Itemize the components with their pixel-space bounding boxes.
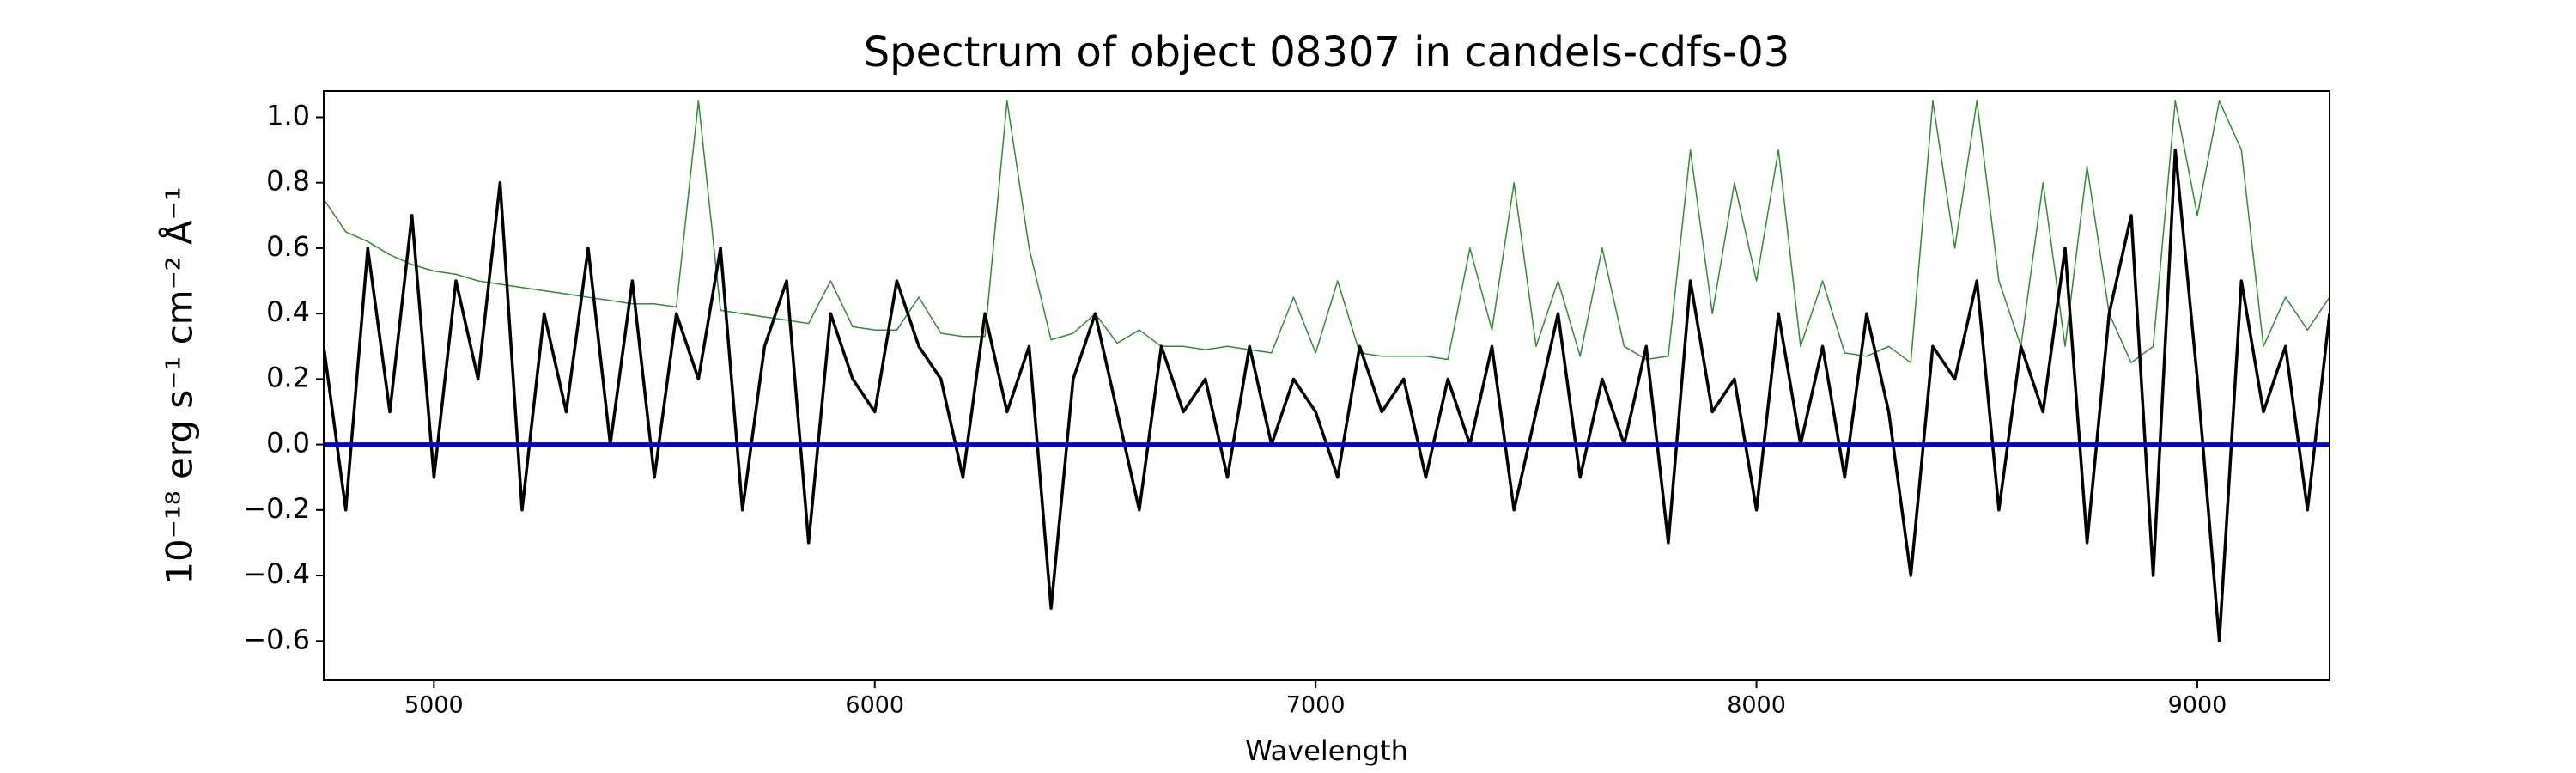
spectrum-line bbox=[324, 100, 2330, 364]
x-tick-label: 6000 bbox=[845, 692, 904, 719]
y-tick-label: 0.6 bbox=[266, 230, 310, 263]
x-tick-label: 9000 bbox=[2168, 692, 2227, 719]
x-tick-label: 5000 bbox=[404, 692, 464, 719]
x-axis-label: Wavelength bbox=[1245, 734, 1408, 767]
y-tick-label: −0.4 bbox=[243, 557, 310, 590]
y-tick-label: −0.6 bbox=[243, 623, 310, 655]
y-tick-label: −0.2 bbox=[243, 492, 310, 525]
chart-title: Spectrum of object 08307 in candels-cdfs… bbox=[864, 28, 1790, 76]
y-tick-label: 1.0 bbox=[266, 99, 310, 131]
y-tick-label: 0.8 bbox=[266, 165, 310, 198]
y-tick-label: 0.2 bbox=[266, 361, 310, 393]
y-tick-label: 0.4 bbox=[266, 295, 310, 328]
y-tick-label: 0.0 bbox=[266, 427, 310, 460]
axes-frame bbox=[323, 90, 2330, 681]
plot-area bbox=[324, 100, 2330, 643]
spectrum-line bbox=[324, 148, 2330, 643]
x-tick-label: 8000 bbox=[1727, 692, 1786, 719]
x-tick-label: 7000 bbox=[1286, 692, 1346, 719]
y-axis-label: 10⁻¹⁸ erg s⁻¹ cm⁻² Å⁻¹ bbox=[158, 186, 201, 584]
